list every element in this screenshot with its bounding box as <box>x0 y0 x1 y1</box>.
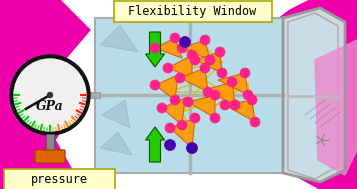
Circle shape <box>165 123 175 133</box>
Text: Flexibility Window: Flexibility Window <box>128 5 256 19</box>
Circle shape <box>157 103 167 113</box>
Polygon shape <box>182 40 210 60</box>
Circle shape <box>180 36 191 47</box>
Polygon shape <box>180 68 208 92</box>
Circle shape <box>47 92 52 98</box>
Polygon shape <box>102 100 130 128</box>
Circle shape <box>150 80 160 90</box>
Polygon shape <box>288 13 338 179</box>
Polygon shape <box>155 38 182 58</box>
Circle shape <box>190 113 200 123</box>
Circle shape <box>165 139 176 150</box>
Polygon shape <box>205 82 235 105</box>
Bar <box>88 92 100 98</box>
Circle shape <box>186 143 197 153</box>
Circle shape <box>240 68 250 78</box>
FancyBboxPatch shape <box>114 1 272 22</box>
Polygon shape <box>195 52 222 73</box>
FancyBboxPatch shape <box>4 169 115 189</box>
Text: pressure: pressure <box>30 174 87 187</box>
Polygon shape <box>100 25 138 52</box>
Circle shape <box>175 73 185 83</box>
Polygon shape <box>270 0 357 189</box>
Text: GPa: GPa <box>36 101 64 114</box>
Polygon shape <box>100 132 132 155</box>
Circle shape <box>177 120 187 130</box>
Polygon shape <box>162 98 185 125</box>
Circle shape <box>163 63 173 73</box>
Circle shape <box>170 95 180 105</box>
Polygon shape <box>218 73 248 95</box>
FancyArrow shape <box>146 32 165 67</box>
Circle shape <box>187 143 197 153</box>
Circle shape <box>210 113 220 123</box>
Circle shape <box>250 117 260 127</box>
Circle shape <box>183 97 193 107</box>
Circle shape <box>217 68 227 78</box>
Circle shape <box>205 55 215 65</box>
Polygon shape <box>283 8 345 182</box>
Circle shape <box>220 100 230 110</box>
Polygon shape <box>155 75 178 100</box>
Polygon shape <box>225 100 255 122</box>
Circle shape <box>210 90 220 100</box>
Polygon shape <box>170 118 195 148</box>
Circle shape <box>247 95 257 105</box>
Circle shape <box>150 43 160 53</box>
FancyArrow shape <box>146 127 165 162</box>
Circle shape <box>227 77 237 87</box>
Polygon shape <box>168 55 192 78</box>
Circle shape <box>230 100 240 110</box>
Circle shape <box>200 35 210 45</box>
Circle shape <box>215 47 225 57</box>
Polygon shape <box>0 0 90 189</box>
Bar <box>95 18 283 173</box>
Circle shape <box>243 90 253 100</box>
Circle shape <box>14 59 86 131</box>
Circle shape <box>200 63 210 73</box>
Circle shape <box>170 33 180 43</box>
Circle shape <box>177 43 187 53</box>
Circle shape <box>190 55 200 65</box>
FancyBboxPatch shape <box>35 150 65 163</box>
Bar <box>46 134 54 154</box>
Circle shape <box>203 87 213 97</box>
Polygon shape <box>315 40 357 175</box>
Circle shape <box>10 55 90 135</box>
Circle shape <box>187 50 197 60</box>
Polygon shape <box>188 95 215 118</box>
